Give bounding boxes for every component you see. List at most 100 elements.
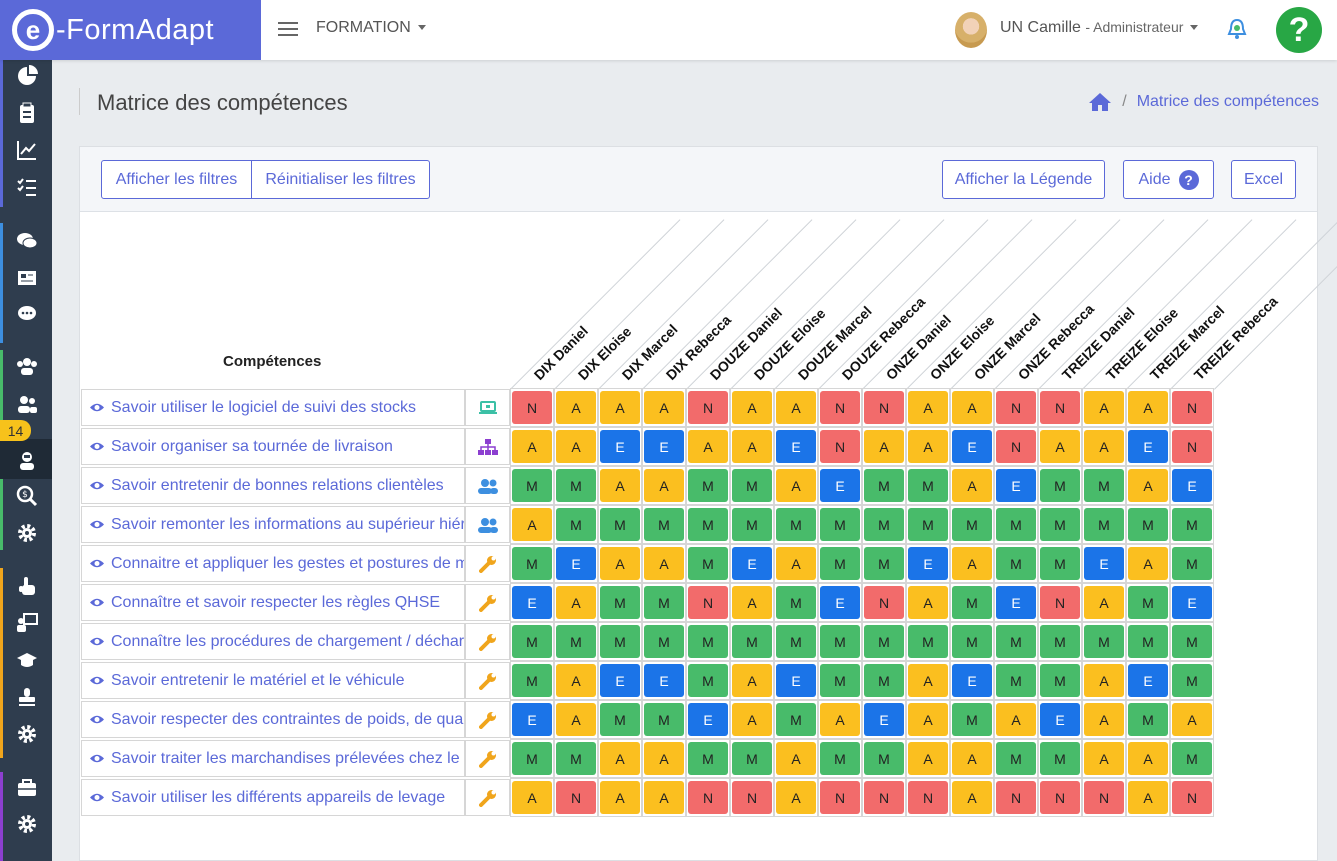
competence-level-cell[interactable]: A	[862, 427, 906, 466]
competence-level-cell[interactable]: A	[950, 466, 994, 505]
competence-level-cell[interactable]: M	[906, 505, 950, 544]
competence-level-cell[interactable]: E	[554, 544, 598, 583]
competence-level-cell[interactable]: E	[686, 700, 730, 739]
competence-level-cell[interactable]: A	[642, 388, 686, 427]
competence-level-cell[interactable]: A	[1170, 700, 1214, 739]
competence-row-label[interactable]: Savoir traiter les marchandises prélevée…	[81, 740, 465, 777]
competence-level-cell[interactable]: A	[554, 583, 598, 622]
competence-level-cell[interactable]: M	[994, 544, 1038, 583]
competence-level-cell[interactable]: N	[1038, 778, 1082, 817]
competence-level-cell[interactable]: M	[774, 622, 818, 661]
search-money-icon[interactable]: $	[16, 485, 38, 507]
excel-button[interactable]: Excel	[1231, 160, 1296, 199]
competence-level-cell[interactable]: A	[730, 661, 774, 700]
competence-level-cell[interactable]: M	[686, 622, 730, 661]
comments-icon[interactable]	[16, 230, 38, 252]
competence-level-cell[interactable]: E	[598, 661, 642, 700]
competence-level-cell[interactable]: M	[994, 505, 1038, 544]
competence-level-cell[interactable]: N	[818, 388, 862, 427]
users-group-icon[interactable]	[16, 355, 38, 377]
competence-level-cell[interactable]: A	[774, 778, 818, 817]
competence-level-cell[interactable]: N	[994, 427, 1038, 466]
competence-level-cell[interactable]: E	[906, 544, 950, 583]
competence-level-cell[interactable]: N	[818, 778, 862, 817]
competence-level-cell[interactable]: A	[598, 388, 642, 427]
competence-level-cell[interactable]: N	[1170, 427, 1214, 466]
competence-level-cell[interactable]: A	[598, 544, 642, 583]
competence-level-cell[interactable]: E	[730, 544, 774, 583]
user-menu[interactable]: UN Camille - Administrateur	[1000, 19, 1199, 37]
competence-level-cell[interactable]: A	[1038, 427, 1082, 466]
competence-level-cell[interactable]: N	[1170, 388, 1214, 427]
competence-level-cell[interactable]: M	[642, 622, 686, 661]
competence-level-cell[interactable]: A	[1126, 544, 1170, 583]
competence-level-cell[interactable]: E	[950, 427, 994, 466]
competence-level-cell[interactable]: M	[774, 583, 818, 622]
competence-level-cell[interactable]: M	[862, 505, 906, 544]
competence-level-cell[interactable]: N	[862, 778, 906, 817]
competence-level-cell[interactable]: M	[1038, 622, 1082, 661]
competence-level-cell[interactable]: A	[1082, 583, 1126, 622]
competence-level-cell[interactable]: M	[1126, 622, 1170, 661]
competence-level-cell[interactable]: N	[818, 427, 862, 466]
competence-level-cell[interactable]: A	[510, 778, 554, 817]
competence-level-cell[interactable]: A	[906, 661, 950, 700]
competence-level-cell[interactable]: M	[1170, 544, 1214, 583]
competence-level-cell[interactable]: M	[598, 505, 642, 544]
competence-level-cell[interactable]: M	[1038, 661, 1082, 700]
competence-level-cell[interactable]: M	[686, 739, 730, 778]
competence-level-cell[interactable]: A	[906, 700, 950, 739]
clipboard-icon[interactable]	[16, 102, 38, 124]
competence-level-cell[interactable]: M	[730, 466, 774, 505]
competence-level-cell[interactable]: N	[994, 388, 1038, 427]
competence-level-cell[interactable]: M	[730, 622, 774, 661]
competence-level-cell[interactable]: M	[994, 661, 1038, 700]
competence-level-cell[interactable]: A	[598, 739, 642, 778]
competence-level-cell[interactable]: A	[1082, 700, 1126, 739]
competence-row-label[interactable]: Connaître et savoir respecter les règles…	[81, 584, 465, 621]
competence-level-cell[interactable]: N	[686, 388, 730, 427]
competence-level-cell[interactable]: M	[1082, 466, 1126, 505]
chalkboard-teacher-icon[interactable]	[16, 612, 38, 634]
competence-level-cell[interactable]: M	[774, 700, 818, 739]
competence-level-cell[interactable]: M	[994, 622, 1038, 661]
competence-row-label[interactable]: Savoir utiliser le logiciel de suivi des…	[81, 389, 465, 426]
competence-level-cell[interactable]: A	[642, 544, 686, 583]
competence-level-cell[interactable]: A	[642, 739, 686, 778]
competence-level-cell[interactable]: E	[642, 661, 686, 700]
briefcase-icon[interactable]	[16, 777, 38, 799]
competence-level-cell[interactable]: M	[1126, 700, 1170, 739]
competence-level-cell[interactable]: N	[686, 778, 730, 817]
competence-level-cell[interactable]: A	[554, 388, 598, 427]
competence-level-cell[interactable]: M	[906, 622, 950, 661]
gear-icon[interactable]	[16, 522, 38, 544]
competence-level-cell[interactable]: E	[1126, 661, 1170, 700]
competence-level-cell[interactable]: E	[994, 466, 1038, 505]
competence-level-cell[interactable]: N	[862, 583, 906, 622]
competence-level-cell[interactable]: M	[598, 622, 642, 661]
chat-bubble-icon[interactable]	[16, 303, 38, 325]
competence-level-cell[interactable]: A	[1126, 778, 1170, 817]
competence-level-cell[interactable]: M	[1170, 622, 1214, 661]
competence-level-cell[interactable]: A	[1082, 388, 1126, 427]
competence-level-cell[interactable]: M	[1082, 505, 1126, 544]
show-legend-button[interactable]: Afficher la Légende	[942, 160, 1105, 199]
competence-level-cell[interactable]: M	[862, 739, 906, 778]
users-icon[interactable]	[16, 393, 38, 415]
competence-level-cell[interactable]: M	[906, 466, 950, 505]
competence-row-label[interactable]: Savoir remonter les informations au supé…	[81, 506, 465, 543]
competence-level-cell[interactable]: A	[1082, 427, 1126, 466]
competence-level-cell[interactable]: M	[1038, 739, 1082, 778]
home-icon[interactable]	[1088, 92, 1112, 112]
competence-level-cell[interactable]: A	[1126, 466, 1170, 505]
competence-level-cell[interactable]: E	[774, 661, 818, 700]
competence-level-cell[interactable]: M	[950, 583, 994, 622]
competence-level-cell[interactable]: A	[818, 700, 862, 739]
competence-level-cell[interactable]: M	[686, 661, 730, 700]
competence-level-cell[interactable]: M	[686, 544, 730, 583]
reset-filters-button[interactable]: Réinitialiser les filtres	[251, 160, 430, 199]
competence-level-cell[interactable]: M	[818, 544, 862, 583]
competence-level-cell[interactable]: A	[598, 778, 642, 817]
competence-row-label[interactable]: Savoir organiser sa tournée de livraison	[81, 428, 465, 465]
newspaper-icon[interactable]	[16, 267, 38, 289]
